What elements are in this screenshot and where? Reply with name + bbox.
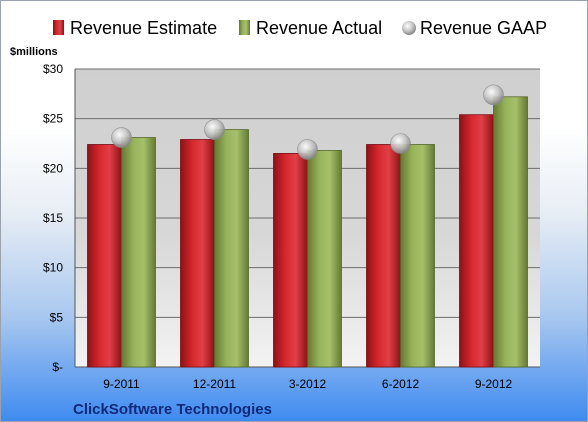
legend-label-1: Revenue Actual bbox=[256, 18, 382, 38]
estimate-bar-9-2011 bbox=[87, 144, 122, 368]
gaap-marker-9-2011 bbox=[111, 127, 132, 148]
gaap-marker-6-2012 bbox=[390, 133, 411, 154]
actual-bar-12-2011 bbox=[214, 129, 249, 368]
y-tick-label: $25 bbox=[43, 112, 63, 126]
y-tick-label: $30 bbox=[43, 62, 63, 76]
actual-bar-9-2011 bbox=[121, 137, 156, 368]
y-tick-label: $10 bbox=[43, 261, 63, 275]
gaap-markers bbox=[111, 84, 504, 160]
gaap-marker-9-2012 bbox=[483, 84, 504, 106]
actual-bar-6-2012 bbox=[400, 144, 435, 368]
legend-label-0: Revenue Estimate bbox=[70, 18, 217, 38]
y-axis-unit-label: $millions bbox=[10, 46, 58, 58]
legend: Revenue Estimate Revenue Actual Revenue GA… bbox=[53, 18, 547, 38]
y-tick-label: $20 bbox=[43, 161, 63, 175]
y-tick-label: $15 bbox=[43, 211, 63, 225]
legend-swatch-1 bbox=[239, 20, 250, 35]
gaap-marker-12-2011 bbox=[204, 119, 225, 140]
company-name: ClickSoftware Technologies bbox=[73, 401, 272, 418]
actual-bar-9-2012 bbox=[493, 96, 528, 368]
bars bbox=[87, 96, 528, 368]
y-axis: $- $5 $10 $15 $20 $25 $30 bbox=[43, 62, 76, 374]
y-tick-label: $- bbox=[52, 360, 63, 374]
legend-label-2: Revenue GAAP bbox=[420, 18, 547, 38]
x-tick-label: 9-2012 bbox=[475, 377, 513, 391]
estimate-bar-3-2012 bbox=[273, 153, 308, 368]
estimate-bar-9-2012 bbox=[459, 114, 494, 368]
x-tick-label: 12-2011 bbox=[193, 377, 236, 391]
gaap-marker-3-2012 bbox=[297, 139, 318, 160]
legend-swatch-0 bbox=[53, 20, 64, 35]
actual-bar-3-2012 bbox=[307, 150, 342, 368]
x-tick-label: 6-2012 bbox=[382, 377, 420, 391]
x-tick-label: 3-2012 bbox=[289, 377, 327, 391]
estimate-bar-12-2011 bbox=[180, 139, 215, 368]
x-axis: 9-2011 12-2011 3-2012 6-2012 9-2012 bbox=[103, 377, 512, 391]
legend-swatch-2 bbox=[402, 21, 416, 35]
x-tick-label: 9-2011 bbox=[103, 377, 140, 391]
y-tick-label: $5 bbox=[50, 310, 64, 324]
estimate-bar-6-2012 bbox=[366, 144, 401, 368]
